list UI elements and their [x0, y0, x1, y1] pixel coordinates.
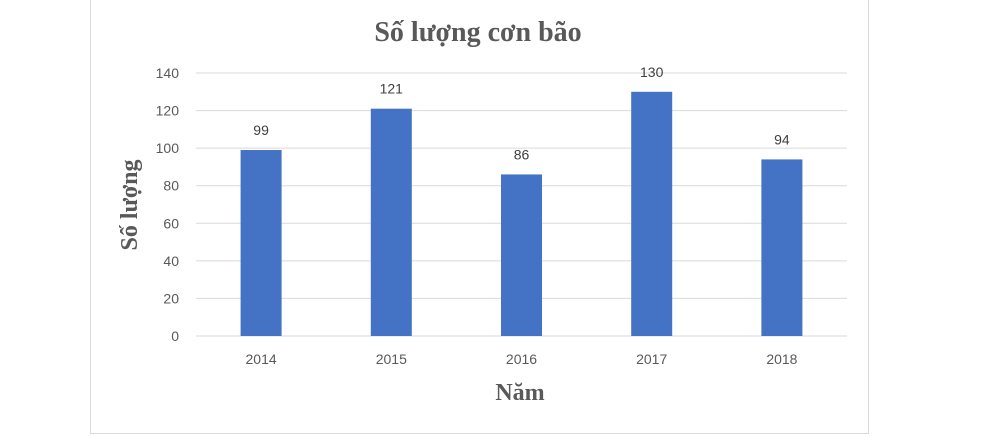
x-tick-label-2014: 2014 — [246, 351, 277, 367]
y-axis-title: Số lượng — [117, 159, 143, 250]
x-axis-title: Năm — [495, 380, 544, 406]
bar-2018 — [761, 159, 803, 336]
bar-2017 — [631, 91, 673, 337]
y-tick-label: 60 — [163, 215, 179, 231]
data-label-2014: 99 — [253, 122, 269, 138]
y-tick-label: 40 — [163, 253, 179, 269]
bar-2014 — [240, 150, 282, 336]
chart-title: Số lượng cơn bão — [374, 17, 581, 48]
data-label-2015: 121 — [380, 81, 404, 97]
x-tick-label-2017: 2017 — [636, 351, 667, 367]
bar-2015 — [370, 108, 412, 336]
data-label-2018: 94 — [774, 131, 790, 147]
data-label-2017: 130 — [640, 64, 664, 80]
x-tick-label-2015: 2015 — [376, 351, 407, 367]
y-tick-label: 0 — [171, 328, 179, 344]
y-tick-label: 20 — [163, 290, 179, 306]
data-labels: 99 121 86 130 94 — [253, 64, 790, 163]
x-axis-ticks: 2014 2015 2016 2017 2018 — [246, 351, 798, 367]
y-axis-ticks: 0 20 40 60 80 100 120 140 — [156, 65, 180, 344]
data-label-2016: 86 — [514, 146, 530, 162]
x-tick-label-2018: 2018 — [766, 351, 797, 367]
bars — [240, 91, 803, 337]
y-tick-label: 140 — [156, 65, 180, 81]
x-tick-label-2016: 2016 — [506, 351, 537, 367]
bar-2016 — [501, 174, 542, 336]
chart-frame — [90, 0, 869, 434]
y-tick-label: 120 — [156, 103, 180, 119]
y-tick-label: 80 — [163, 178, 179, 194]
y-tick-label: 100 — [156, 140, 180, 156]
